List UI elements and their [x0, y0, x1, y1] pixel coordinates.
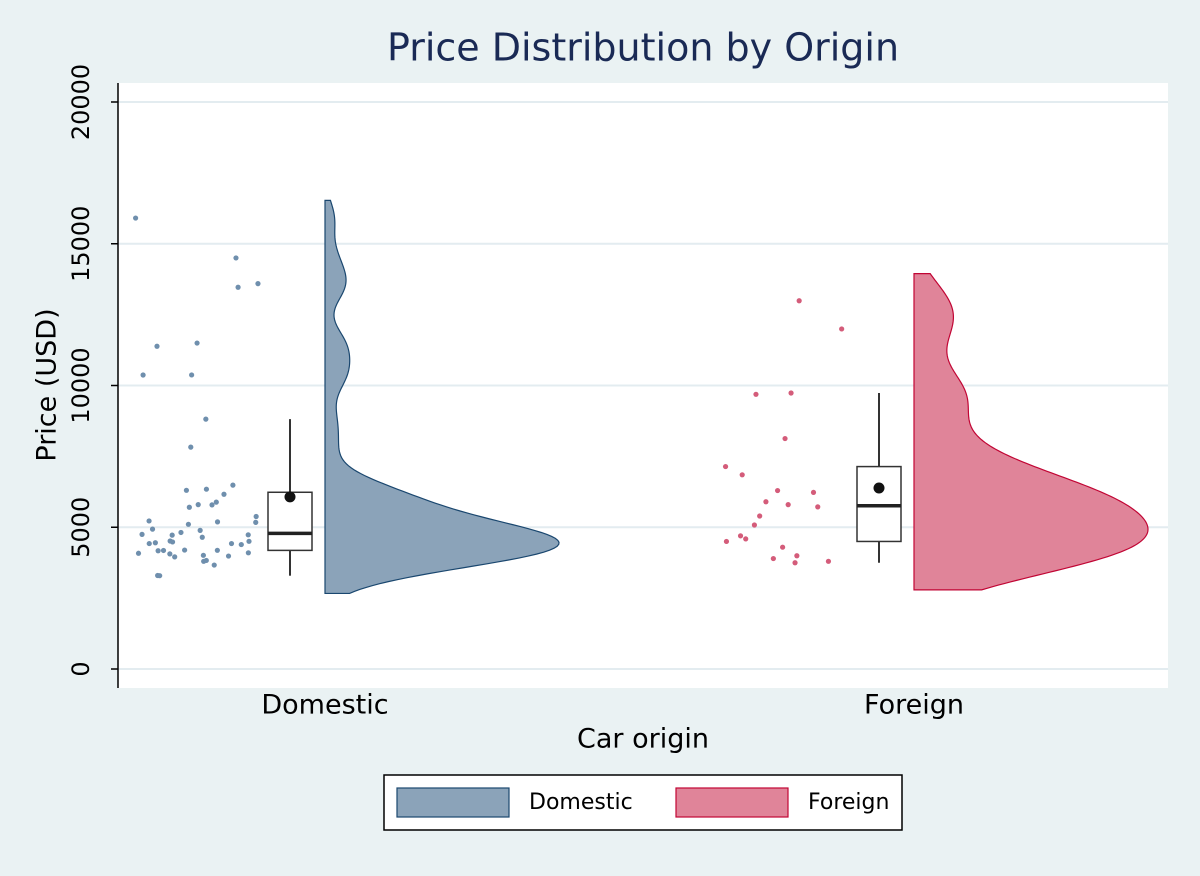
data-point: [213, 499, 219, 505]
data-point: [155, 548, 161, 554]
data-point: [214, 547, 220, 553]
data-point: [154, 343, 160, 349]
data-point: [743, 536, 749, 542]
data-point: [228, 540, 235, 547]
legend-swatch: [675, 787, 789, 818]
data-point: [139, 531, 145, 537]
data-point: [763, 499, 769, 505]
data-point: [200, 552, 206, 558]
data-point: [172, 554, 178, 560]
data-point: [135, 550, 142, 556]
data-point: [188, 444, 194, 450]
data-point: [194, 340, 200, 346]
data-point: [245, 532, 251, 538]
data-point: [157, 573, 163, 579]
data-point: [770, 555, 776, 562]
mean: [284, 491, 296, 503]
data-point: [152, 540, 158, 546]
data-point: [780, 544, 786, 550]
legend-label: Foreign: [808, 790, 889, 815]
data-point: [753, 391, 759, 397]
data-point: [739, 472, 745, 478]
data-point: [203, 416, 209, 422]
data-point: [785, 502, 791, 508]
data-point: [796, 298, 802, 304]
data-point: [195, 502, 201, 508]
data-point: [723, 538, 730, 545]
data-point: [751, 522, 758, 528]
data-point: [255, 281, 261, 287]
x-tick-label: Foreign: [864, 690, 964, 721]
density: [324, 199, 560, 595]
data-point: [253, 519, 259, 525]
data-point: [169, 539, 176, 545]
y-tick-label: 15000: [67, 206, 95, 282]
chart-title: Price Distribution by Origin: [387, 26, 899, 70]
data-point: [160, 547, 167, 554]
data-point: [183, 487, 190, 493]
y-axis-label: Price (USD): [32, 308, 63, 461]
data-point: [782, 435, 788, 442]
data-point: [246, 538, 252, 544]
y-tick-label: 20000: [67, 64, 95, 140]
data-point: [233, 255, 239, 261]
data-point: [839, 326, 845, 332]
data-point: [235, 284, 241, 290]
data-point: [794, 553, 800, 559]
data-point: [221, 491, 227, 497]
data-point: [757, 513, 763, 519]
legend-label: Domestic: [529, 790, 633, 815]
data-point: [815, 504, 821, 510]
data-point: [186, 504, 192, 510]
legend-swatch: [396, 787, 510, 818]
x-axis-label: Car origin: [577, 724, 709, 755]
data-point: [132, 215, 139, 221]
density: [913, 273, 1149, 591]
data-point: [214, 519, 221, 525]
data-point: [203, 557, 209, 564]
data-point: [737, 533, 744, 539]
data-point: [149, 526, 156, 532]
data-point: [225, 553, 232, 559]
data-point: [185, 521, 192, 527]
data-point: [146, 518, 152, 524]
data-point: [788, 390, 794, 396]
data-point: [178, 529, 184, 536]
data-point: [209, 502, 215, 508]
data-point: [146, 540, 152, 547]
data-point: [211, 562, 217, 568]
data-point: [238, 541, 244, 548]
data-point: [189, 372, 195, 378]
data-point: [197, 527, 203, 533]
mean: [873, 482, 885, 494]
data-point: [774, 487, 781, 494]
data-point: [792, 560, 798, 566]
data-point: [245, 550, 251, 556]
data-point: [825, 558, 832, 564]
y-tick-label: 10000: [67, 347, 95, 423]
data-point: [140, 372, 146, 378]
data-point: [253, 513, 259, 520]
data-point: [722, 463, 729, 470]
y-tick-label: 5000: [67, 497, 95, 558]
x-tick-label: Domestic: [261, 690, 388, 721]
data-point: [199, 534, 205, 540]
data-point: [230, 482, 236, 488]
data-point: [169, 532, 175, 538]
y-tick-label: 0: [67, 661, 95, 676]
data-point: [182, 547, 188, 553]
data-point: [203, 486, 210, 492]
data-point: [810, 489, 817, 496]
data-point: [167, 551, 173, 557]
